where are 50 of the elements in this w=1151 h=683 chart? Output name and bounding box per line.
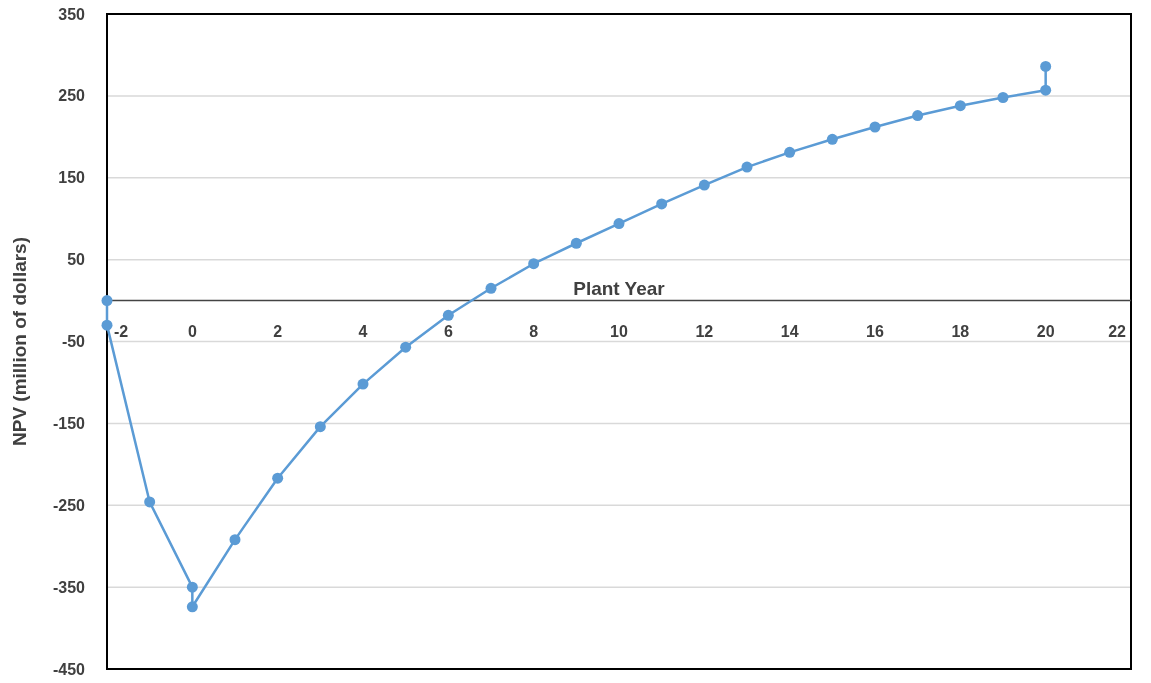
x-tick-label: 20 [1036, 322, 1055, 340]
y-tick-label: -450 [52, 660, 86, 678]
x-axis-title: Plant Year [573, 277, 666, 299]
x-tick-label: 0 [187, 322, 197, 340]
y-axis-title: NPV (million of dollars) [9, 236, 30, 447]
x-tick-label: 22 [1108, 322, 1127, 340]
x-tick-label: 2 [273, 322, 283, 340]
y-tick-label: -50 [61, 333, 86, 351]
y-tick-label: 350 [58, 5, 86, 23]
point [656, 198, 668, 210]
point [101, 319, 113, 331]
point [784, 146, 796, 158]
point [400, 341, 412, 353]
point [1040, 60, 1052, 72]
x-tick-label: 6 [443, 322, 453, 340]
point [912, 110, 924, 122]
y-tick-label: 250 [58, 87, 86, 105]
point [272, 472, 284, 484]
point [186, 581, 198, 593]
point [485, 282, 497, 294]
point [1040, 84, 1052, 96]
point [869, 121, 881, 133]
y-tick-label: 150 [58, 169, 86, 187]
point [186, 601, 198, 613]
point [826, 133, 838, 145]
point [698, 179, 710, 191]
y-tick-label: -350 [52, 578, 86, 596]
point [741, 161, 753, 173]
x-tick-label: 16 [866, 322, 884, 340]
point [314, 421, 326, 433]
point [101, 295, 113, 307]
x-tick-label: 12 [695, 322, 714, 340]
x-tick-label: 8 [529, 322, 539, 340]
point [997, 92, 1009, 104]
point [954, 100, 966, 112]
x-tick-label: 10 [610, 322, 628, 340]
x-tick-label: 14 [780, 322, 799, 340]
y-tick-label: 50 [67, 251, 86, 269]
point [528, 258, 540, 270]
x-tick-label: 4 [358, 322, 368, 340]
y-tick-label: -250 [52, 496, 86, 514]
point [144, 496, 156, 508]
x-tick-label: 18 [951, 322, 970, 340]
y-tick-label: -150 [52, 414, 86, 432]
point [570, 237, 582, 249]
x-tick-label: -2 [114, 322, 129, 340]
point [357, 378, 369, 390]
point [229, 534, 241, 546]
point [442, 309, 454, 321]
point [613, 218, 625, 230]
